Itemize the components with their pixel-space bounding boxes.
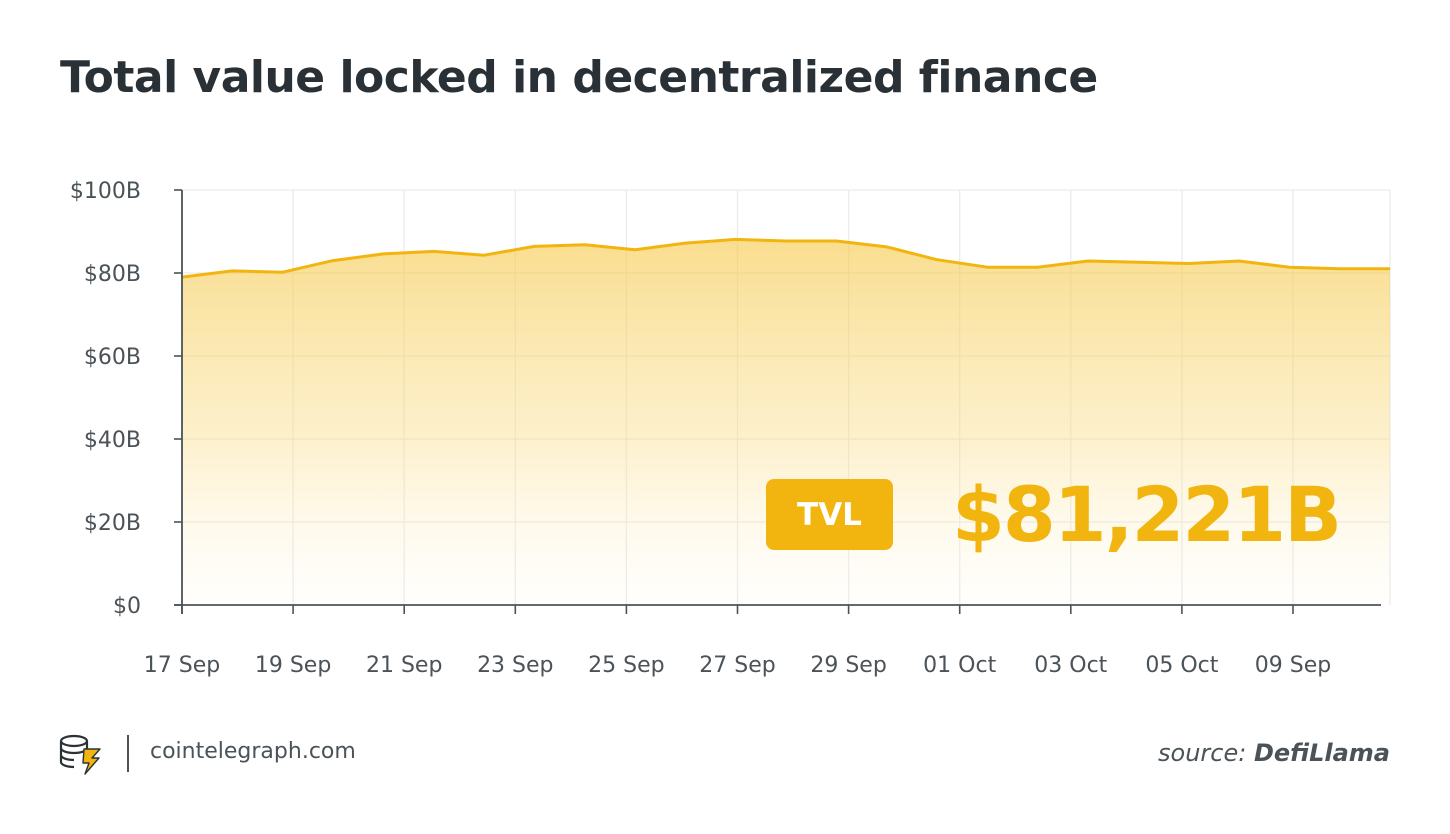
page-title: Total value locked in decentralized fina… (60, 52, 1098, 103)
x-tick-label: 09 Sep (1255, 653, 1331, 678)
footer-source: source: DefiLlama (1158, 739, 1390, 767)
y-axis-tick-labels: $0 $20B $40B $60B $80B $100B (70, 179, 141, 619)
tvl-series-line (181, 237, 1390, 279)
source-name: DefiLlama (1253, 739, 1390, 767)
y-tick-label: $0 (113, 594, 141, 619)
tvl-area-fill (182, 239, 1390, 605)
x-tick-label: 19 Sep (255, 653, 331, 678)
x-tick-label: 23 Sep (477, 653, 553, 678)
x-axis-tick-labels: 17 Sep 19 Sep 21 Sep 23 Sep 25 Sep 27 Sep 29 S… (144, 653, 1331, 678)
cointelegraph-logo-icon (59, 734, 101, 775)
x-tick-label: 29 Sep (810, 653, 886, 678)
source-prefix: source: (1158, 739, 1247, 767)
footer-site-link[interactable]: cointelegraph.com (150, 739, 356, 764)
x-tick-label: 27 Sep (699, 653, 775, 678)
y-tick-label: $20B (84, 511, 141, 536)
axes (174, 189, 1381, 614)
tvl-value: $81,221B (952, 470, 1342, 559)
y-tick-label: $80B (84, 262, 141, 287)
y-tick-label: $40B (84, 428, 141, 453)
y-tick-label: $60B (84, 345, 141, 370)
x-tick-label: 01 Oct (923, 653, 996, 678)
tvl-badge: TVL (766, 479, 893, 550)
x-tick-label: 21 Sep (366, 653, 442, 678)
x-tick-label: 03 Oct (1034, 653, 1107, 678)
x-tick-label: 17 Sep (144, 653, 220, 678)
footer-divider (127, 735, 129, 772)
x-tick-label: 05 Oct (1145, 653, 1218, 678)
x-tick-label: 25 Sep (588, 653, 664, 678)
tvl-area-chart: $0 $20B $40B $60B $80B $100B 17 Sep 19 Sep 21 S… (70, 179, 1391, 678)
y-tick-label: $100B (70, 179, 141, 204)
